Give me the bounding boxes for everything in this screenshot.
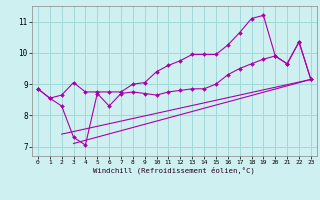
X-axis label: Windchill (Refroidissement éolien,°C): Windchill (Refroidissement éolien,°C) [93, 167, 255, 174]
